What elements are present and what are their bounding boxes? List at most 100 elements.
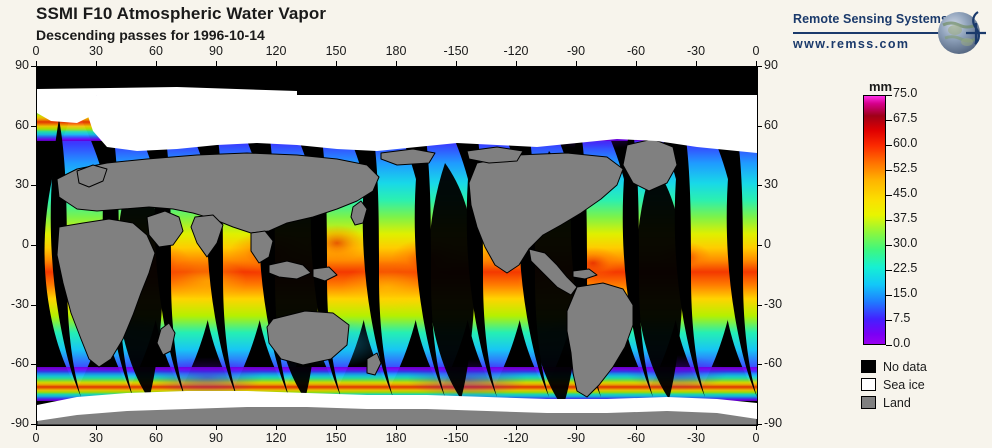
y-tick-right	[757, 245, 762, 246]
x-tick-top	[576, 61, 577, 66]
brand-logo[interactable]: Remote Sensing Systems www.remss.com	[793, 10, 986, 62]
x-tick-label-bottom: 0	[752, 431, 760, 445]
colorbar-tick-label: 37.5	[893, 211, 918, 225]
y-tick-label-left: -90	[10, 416, 29, 430]
colorbar-tick-label: 22.5	[893, 261, 918, 275]
legend-label: Sea ice	[883, 377, 925, 392]
x-tick-label-bottom: -90	[566, 431, 586, 445]
y-tick-label-right: 0	[764, 237, 771, 251]
x-tick-label-top: -120	[503, 44, 529, 58]
map-plot-area[interactable]	[36, 66, 758, 426]
colorbar[interactable]	[863, 95, 886, 345]
x-tick-top	[156, 61, 157, 66]
y-tick-right	[757, 364, 762, 366]
y-tick-left	[31, 66, 36, 67]
x-tick-label-top: 120	[265, 44, 287, 58]
colorbar-tick	[886, 245, 892, 246]
colorbar-unit-label: mm	[869, 79, 893, 94]
x-tick-top	[36, 61, 37, 66]
colorbar-tick	[886, 345, 892, 346]
legend-swatch	[861, 396, 876, 409]
colorbar-tick-label: 52.5	[893, 161, 918, 175]
x-tick-bottom	[336, 425, 337, 430]
legend-item: Sea ice	[861, 376, 981, 393]
legend-label: No data	[883, 359, 927, 374]
legend-swatch	[861, 360, 876, 373]
legend-label: Land	[883, 395, 911, 410]
x-tick-bottom	[216, 425, 217, 430]
x-tick-label-top: 180	[385, 44, 407, 58]
x-tick-label-top: -90	[566, 44, 586, 58]
x-tick-label-top: 150	[325, 44, 347, 58]
y-tick-left	[31, 424, 36, 425]
x-tick-bottom	[576, 425, 577, 430]
colorbar-tick	[886, 195, 892, 196]
page-title: SSMI F10 Atmospheric Water Vapor	[36, 4, 327, 23]
y-tick-label-right: -90	[764, 416, 783, 430]
x-tick-top	[336, 61, 337, 66]
colorbar-tick	[886, 220, 892, 221]
y-tick-left	[31, 304, 36, 306]
x-tick-label-top: -60	[626, 44, 646, 58]
water-vapor-map	[37, 67, 757, 425]
page-subtitle: Descending passes for 1996-10-14	[36, 27, 265, 43]
sea-ice-mask	[37, 95, 757, 421]
x-tick-top	[516, 61, 517, 66]
x-tick-top	[96, 61, 97, 66]
colorbar-tick	[886, 320, 892, 321]
x-tick-top	[216, 61, 217, 66]
y-tick-right	[757, 185, 762, 187]
x-tick-label-bottom: 30	[89, 431, 103, 445]
legend-item: Land	[861, 394, 981, 411]
y-tick-right	[757, 424, 762, 425]
colorbar-tick	[886, 95, 892, 96]
x-tick-bottom	[696, 425, 697, 430]
x-tick-bottom	[96, 425, 97, 430]
x-tick-bottom	[396, 425, 397, 430]
x-tick-label-bottom: 150	[325, 431, 347, 445]
x-tick-top	[456, 61, 457, 66]
brand-url: www.remss.com	[793, 37, 910, 51]
colorbar-tick-label: 45.0	[893, 186, 918, 200]
y-tick-left	[31, 245, 36, 246]
colorbar-tick-label: 67.5	[893, 111, 918, 125]
land-mask	[37, 138, 757, 425]
x-tick-bottom	[456, 425, 457, 430]
x-tick-label-bottom: -60	[626, 431, 646, 445]
colorbar-tick	[886, 270, 892, 271]
top-sea-ice-sliver	[37, 87, 297, 95]
y-tick-label-left: -60	[10, 356, 29, 371]
x-tick-top	[276, 61, 277, 66]
colorbar-tick	[886, 170, 892, 171]
legend-item: No data	[861, 358, 981, 375]
colorbar-tick-label: 0.0	[893, 336, 911, 350]
colorbar-tick-label: 7.5	[893, 311, 911, 325]
x-tick-top	[636, 61, 637, 66]
globe-icon	[938, 11, 986, 54]
colorbar-tick-label: 30.0	[893, 236, 918, 250]
colorbar-gradient	[863, 95, 886, 345]
x-tick-label-top: 90	[209, 44, 223, 58]
x-tick-label-bottom: -120	[503, 431, 529, 445]
x-tick-label-bottom: 0	[32, 431, 40, 445]
x-tick-label-bottom: -150	[443, 431, 469, 445]
x-tick-label-top: -30	[686, 44, 706, 58]
x-tick-label-top: 0	[752, 44, 760, 58]
colorbar-tick	[886, 295, 892, 296]
y-tick-label-right: -30	[764, 296, 783, 311]
x-tick-top	[396, 61, 397, 66]
x-tick-label-bottom: 120	[265, 431, 287, 445]
y-tick-label-left: -30	[10, 296, 29, 311]
y-tick-right	[757, 125, 762, 127]
mask-legend: No data Sea ice Land	[861, 358, 981, 412]
x-tick-top	[696, 61, 697, 66]
x-tick-bottom	[156, 425, 157, 430]
y-tick-label-right: 90	[764, 58, 778, 72]
brand-name: Remote Sensing Systems	[793, 12, 949, 26]
x-tick-label-bottom: -30	[686, 431, 706, 445]
x-tick-bottom	[636, 425, 637, 430]
colorbar-tick	[886, 145, 892, 146]
y-tick-left	[31, 185, 36, 187]
y-tick-label-left: 0	[22, 237, 29, 251]
y-tick-label-right: 60	[764, 117, 778, 132]
